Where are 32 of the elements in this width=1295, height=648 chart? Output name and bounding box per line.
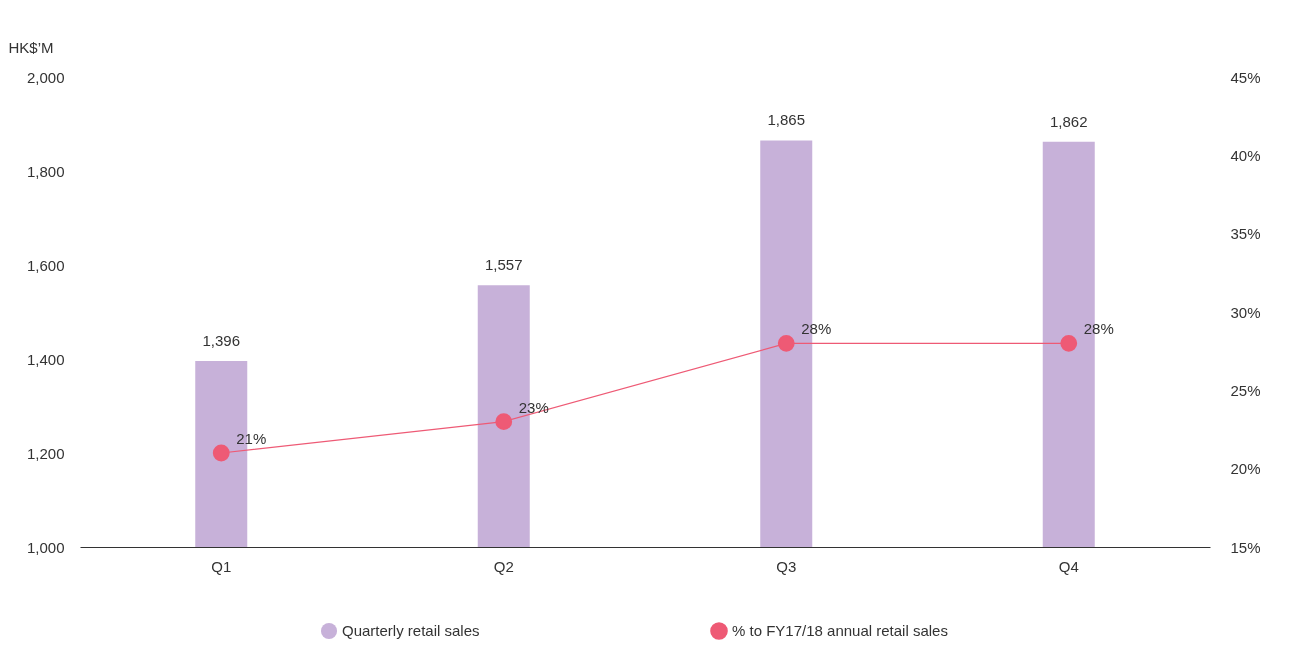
y2-tick-label: 40% [1230,146,1261,164]
data-label: 1,396 [202,331,241,349]
x-tick-label: Q4 [1058,557,1079,575]
y-tick-label: 1,000 [26,538,65,556]
y-tick-label: 2,000 [26,68,65,86]
y-tick-label: 1,600 [26,256,65,274]
y2-tick-label: 20% [1230,460,1261,478]
point [495,413,513,431]
y2-tick-label: 25% [1230,381,1261,399]
x-tick-label: Q2 [493,557,514,575]
y2-tick-label: 35% [1230,225,1261,243]
y-tick-label: 1,400 [26,350,65,368]
data-label: 28% [1083,320,1114,338]
y-tick-label: 1,800 [26,162,65,180]
data-label: 23% [518,398,549,416]
y-tick-label: 1,200 [26,444,65,462]
y2-tick-label: 30% [1230,303,1261,321]
legend-label: % to FY17/18 annual retail sales [732,622,948,639]
x-tick-label: Q3 [776,557,797,575]
y2-tick-label: 15% [1230,538,1261,556]
data-label: 21% [236,430,267,447]
legend-label: Quarterly retail sales [342,622,480,639]
point [212,444,230,462]
x-tick-label: Q1 [211,557,232,575]
point [1060,334,1078,352]
point [777,334,795,352]
y2-tick-label: 45% [1230,68,1261,86]
data-label: 28% [801,320,832,338]
data-label: 1,557 [484,256,523,274]
data-label: 1,862 [1049,112,1088,130]
data-label: 1,865 [767,111,806,129]
y-axis-title: HK$’M [8,38,54,56]
